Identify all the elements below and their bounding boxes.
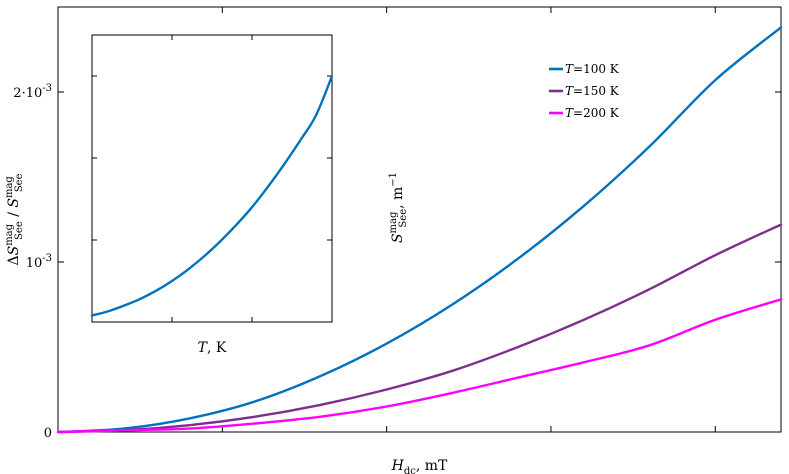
inset-frame — [91, 34, 333, 323]
inset-y-axis-label: SmagSee, m−1 — [388, 172, 409, 243]
inset-series-line-1 — [90, 74, 334, 317]
y-tick-label: 2·10-3 — [13, 83, 52, 101]
x-axis-label: Hdc, mT — [391, 458, 448, 474]
main-chart: 0 10-3 2·10-3 Hdc, mT ΔSmagSee / SmagSee T=10… — [4, 6, 783, 474]
legend-label-3: T=200 K — [565, 106, 620, 120]
series-line-3 — [56, 298, 783, 434]
legend-label-2: T=150 K — [565, 84, 620, 98]
y-axis-label: ΔSmagSee / SmagSee — [4, 173, 25, 265]
y-tick-label: 0 — [44, 426, 52, 441]
inset-x-axis-label: T, K — [198, 340, 227, 356]
legend-label-1: T=100 K — [565, 62, 620, 76]
series-line-1 — [56, 26, 783, 434]
plot-frame — [57, 6, 782, 433]
inset-chart: T, K SmagSee, m−1 — [90, 34, 409, 356]
y-tick-label: 10-3 — [26, 253, 52, 271]
series-line-2 — [56, 223, 783, 434]
